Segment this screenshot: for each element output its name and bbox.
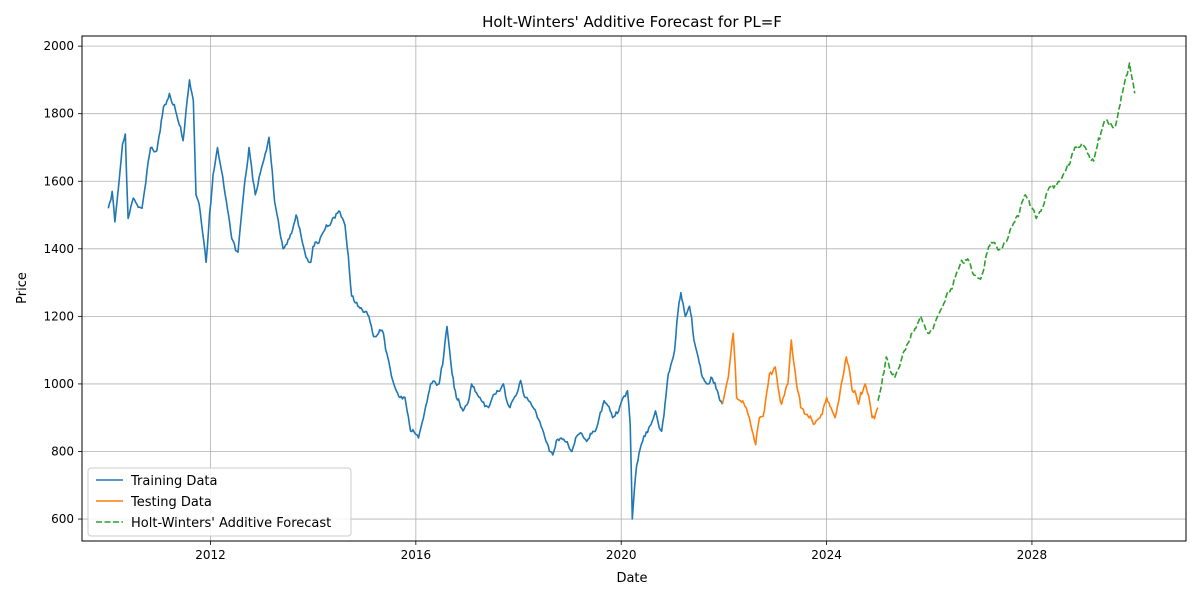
y-axis: 600 800 1000 1200 1400 1600 1800 2000 — [43, 39, 82, 526]
chart-title: Holt-Winters' Additive Forecast for PL=F — [482, 13, 782, 31]
y-tick-label: 600 — [51, 512, 74, 526]
legend-box — [87, 467, 352, 537]
y-axis-label: Price — [15, 272, 30, 304]
series-line — [721, 332, 879, 446]
y-tick-label: 1200 — [43, 309, 74, 323]
y-tick-label: 1000 — [43, 377, 74, 391]
y-tick-label: 1600 — [43, 174, 74, 188]
x-axis: 2012 2016 2020 2024 2028 — [195, 541, 1047, 562]
y-tick-label: 1400 — [43, 242, 74, 256]
x-axis-label: Date — [616, 571, 647, 586]
grid — [82, 36, 1186, 541]
y-tick-label: 1800 — [43, 107, 74, 121]
legend-label: Training Data — [130, 474, 217, 489]
x-tick-label: 2012 — [195, 548, 226, 562]
x-tick-label: 2016 — [401, 548, 432, 562]
legend-label: Testing Data — [130, 495, 212, 510]
x-tick-label: 2020 — [606, 548, 637, 562]
x-tick-label: 2024 — [811, 548, 842, 562]
legend: Training Data Testing Data Holt-Winters' A… — [87, 467, 352, 537]
plot-frame — [81, 35, 1187, 542]
series-layer — [107, 62, 1136, 520]
y-tick-label: 2000 — [43, 39, 74, 53]
x-tick-label: 2028 — [1017, 548, 1048, 562]
series-line — [877, 62, 1136, 401]
legend-label: Holt-Winters' Additive Forecast — [131, 516, 331, 531]
series-line — [107, 79, 724, 520]
y-tick-label: 800 — [51, 444, 74, 458]
